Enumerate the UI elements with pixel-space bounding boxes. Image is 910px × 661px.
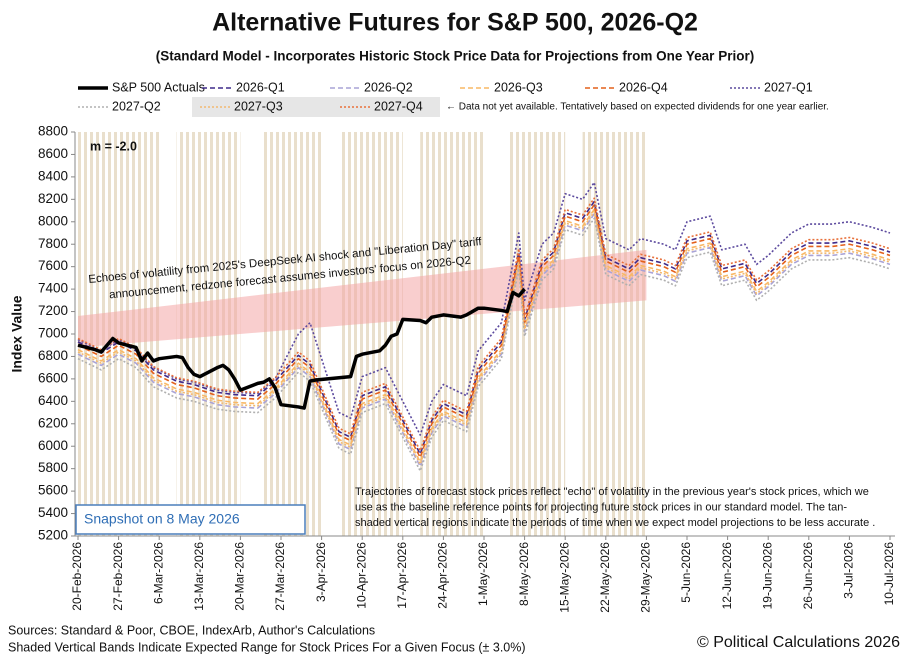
y-tick-label: 5200 [38, 528, 68, 543]
x-tick-label: 1-May-2026 [476, 542, 490, 606]
x-tick-label: 29-May-2026 [639, 542, 653, 613]
x-tick-label: 27-Feb-2026 [111, 542, 125, 611]
x-tick-label: 26-Jun-2026 [801, 542, 815, 610]
legend-label: 2026-Q3 [494, 80, 543, 94]
sources: Sources: Standard & Poor, CBOE, IndexArb… [8, 623, 375, 637]
x-tick-label: 6-Mar-2026 [151, 542, 165, 604]
x-tick-label: 13-Mar-2026 [192, 542, 206, 611]
tan-band [507, 132, 566, 536]
x-tick-label: 8-May-2026 [517, 542, 531, 606]
x-tick-label: 15-May-2026 [557, 542, 571, 613]
annotation: use as the baseline reference points for… [355, 501, 847, 513]
y-tick-label: 7800 [38, 236, 68, 251]
y-tick-label: 6600 [38, 370, 68, 385]
tan-band [263, 132, 322, 536]
legend-label: 2026-Q1 [236, 80, 285, 94]
y-tick-label: 7600 [38, 258, 68, 273]
legend-highlight [192, 97, 440, 117]
y-tick-label: 6200 [38, 415, 68, 430]
y-tick-label: 8600 [38, 146, 68, 161]
y-tick-label: 5600 [38, 483, 68, 498]
x-tick-label: 27-Mar-2026 [273, 542, 287, 611]
legend-label: 2027-Q3 [234, 99, 283, 113]
x-tick-label: 10-Jul-2026 [882, 542, 896, 606]
x-tick-label: 12-Jun-2026 [720, 542, 734, 610]
y-tick-label: 8800 [38, 124, 68, 139]
x-tick-label: 3-Jul-2026 [842, 542, 856, 599]
tan-band [582, 132, 647, 536]
series-line [77, 217, 891, 472]
annotation: Trajectories of forecast stock prices re… [355, 486, 869, 498]
x-tick-label: 3-Apr-2026 [314, 542, 328, 602]
legend-label: 2027-Q1 [764, 80, 813, 94]
chart-title: Alternative Futures for S&P 500, 2026-Q2 [212, 9, 698, 37]
y-tick-label: 6400 [38, 393, 68, 408]
series-line [77, 197, 891, 452]
x-tick-label: 10-Apr-2026 [354, 542, 368, 609]
y-tick-label: 6000 [38, 438, 68, 453]
annotation: shaded vertical regions indicate the per… [355, 517, 875, 529]
x-tick-label: 20-Feb-2026 [70, 542, 84, 611]
y-tick-label: 7200 [38, 303, 68, 318]
plot-area: 5200 5400 5600 5800 6000 6200 6400 6600 6800 7000… [38, 124, 896, 613]
copyright: © Political Calculations 2026 [697, 634, 900, 651]
y-tick-label: 5400 [38, 505, 68, 520]
chart-subtitle: (Standard Model - Incorporates Historic … [156, 49, 754, 64]
footnote: Shaded Vertical Bands Indicate Expected … [8, 640, 526, 654]
y-tick-label: 7400 [38, 281, 68, 296]
y-axis-label: Index Value [9, 295, 25, 372]
series-line [77, 287, 526, 410]
y-tick-label: 8200 [38, 191, 68, 206]
legend-label: S&P 500 Actuals [112, 80, 205, 94]
legend-label: 2027-Q2 [112, 99, 161, 113]
legend-note: ← Data not yet available. Tentatively ba… [446, 102, 829, 113]
series-line [77, 213, 891, 468]
y-tick-label: 8000 [38, 213, 68, 228]
legend-label: 2026-Q4 [619, 80, 668, 94]
legend-label: 2027-Q4 [374, 99, 423, 113]
x-tick-label: 24-Apr-2026 [436, 542, 450, 609]
x-tick-label: 17-Apr-2026 [395, 542, 409, 609]
snapshot-label: Snapshot on 8 May 2026 [84, 511, 240, 527]
x-tick-label: 5-Jun-2026 [679, 542, 693, 603]
legend-label: 2026-Q2 [364, 80, 413, 94]
series-line [77, 181, 891, 436]
y-tick-label: 7000 [38, 326, 68, 341]
x-tick-label: 19-Jun-2026 [760, 542, 774, 610]
y-tick-label: 5800 [38, 460, 68, 475]
snapshot-box [75, 504, 306, 535]
x-tick-label: 20-Mar-2026 [233, 542, 247, 611]
y-tick-label: 6800 [38, 348, 68, 363]
redzone [78, 249, 647, 348]
y-tick-label: 8400 [38, 168, 68, 183]
x-tick-label: 22-May-2026 [598, 542, 612, 613]
annotation: m = -2.0 [90, 139, 137, 153]
tan-band [420, 132, 484, 536]
